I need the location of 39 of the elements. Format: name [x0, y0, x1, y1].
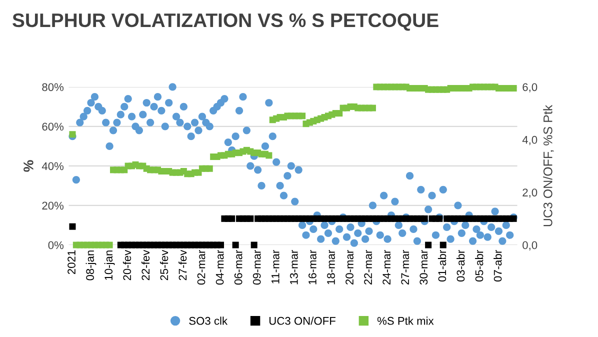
y2-tick-label: 2,0 [522, 188, 538, 198]
x-tick-label: 06-mar [234, 250, 242, 285]
y2-tick-label: 6,0 [522, 83, 538, 92]
y-tick-label: 40% [42, 162, 64, 170]
legend-label: %S Ptk mix [377, 316, 434, 325]
x-tick-label: 16-mar [308, 250, 316, 284]
x-tick-label: 30-mar [420, 250, 428, 285]
x-tick-label: 27-fev [178, 250, 187, 280]
x-tick-label: 04-mar [216, 250, 224, 285]
legend-label: SO3 clk [189, 316, 228, 325]
x-tick-label: 27-mar [401, 250, 410, 284]
chart-title: SULPHUR VOLATIZATION VS % S PETCOQUE [12, 13, 438, 31]
x-tick-label: 01-abr [438, 250, 446, 282]
y2-tick-label: 4,0 [522, 136, 538, 146]
y2-tick-label: 0,0 [522, 241, 538, 250]
x-tick-label: 11-mar [272, 250, 280, 284]
y2-axis-title: UC3 ON/OFF, %S Ptk [543, 104, 554, 226]
x-tick-label: 22-fev [141, 250, 150, 280]
x-tick-label: 09-mar [252, 250, 261, 285]
x-tick-label: 24-mar [382, 250, 391, 284]
x-tick-label: 05-abr [475, 250, 484, 282]
y-axis-title: % [24, 160, 34, 172]
x-tick-label: 03-abr [456, 250, 465, 282]
x-tick-label: 07-abr [494, 250, 502, 282]
x-tick-label: 10-jan [104, 250, 115, 280]
x-tick-label: 02-mar [197, 250, 206, 285]
y-tick-label: 0% [48, 241, 64, 250]
x-tick-label: 22-mar [364, 250, 372, 284]
x-tick-label: 20-fev [122, 250, 132, 280]
y-tick-label: 80% [42, 83, 64, 92]
x-tick-label: 08-jan [86, 250, 96, 280]
legend-label: UC3 ON/OFF [269, 316, 336, 325]
x-tick-label: 2021 [68, 250, 76, 274]
x-tick-label: 25-fev [160, 250, 168, 280]
y-tick-label: 20% [42, 202, 64, 210]
y-tick-label: 60% [42, 122, 64, 131]
x-tick-label: 13-mar [290, 250, 298, 284]
x-tick-label: 18-mar [327, 250, 335, 284]
x-tick-label: 20-mar [346, 250, 354, 284]
